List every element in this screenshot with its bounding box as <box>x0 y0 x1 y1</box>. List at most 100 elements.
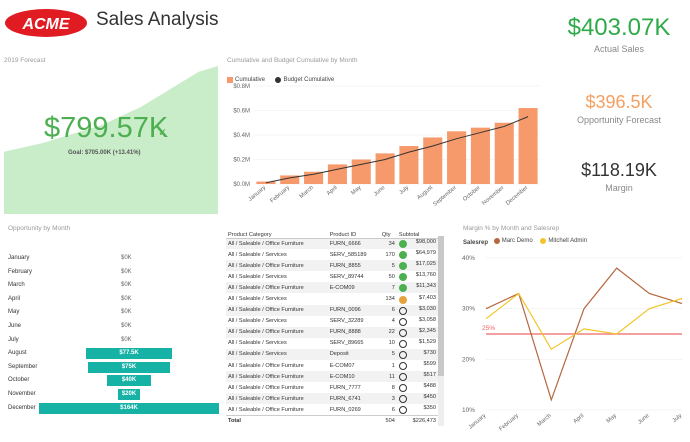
cell-category: All / Saleable / Services <box>228 340 287 347</box>
opportunity-row: February $0K <box>8 266 208 279</box>
opportunity-bar[interactable]: $20K <box>118 389 140 400</box>
status-circle-icon <box>398 328 407 337</box>
table-row[interactable]: All / Saleable / Services SERV_32289 4 $3,0… <box>226 316 438 327</box>
x-tick-label: October <box>462 185 482 203</box>
forecast-area <box>4 66 218 214</box>
y-tick-label: $0.6M <box>233 109 250 115</box>
forecast-title: 2019 Forecast <box>4 57 46 64</box>
cell-category: All / Saleable / Services <box>228 318 287 325</box>
cell-category: All / Saleable / Services <box>228 296 287 303</box>
cell-qty: 11 <box>379 371 397 383</box>
cell-product-id: E-COM07 <box>329 362 355 369</box>
legend-title: Salesrep <box>463 240 489 246</box>
status-circle-icon <box>398 295 407 304</box>
x-tick-label: June <box>373 185 386 198</box>
opportunity-bar[interactable]: $77.5K <box>86 348 172 360</box>
bar-cumulative[interactable] <box>304 171 324 184</box>
opportunity-value: $0K <box>121 282 132 289</box>
bar-cumulative[interactable] <box>375 153 395 184</box>
y-tick-label: $0.4M <box>233 133 250 139</box>
col-subtotal[interactable]: Subtotal <box>396 224 438 239</box>
bar-cumulative[interactable] <box>447 131 467 184</box>
legend-swatch <box>540 238 547 244</box>
table-row[interactable]: All / Saleable / Services SERV_89744 50 $13… <box>226 271 438 282</box>
cell-product-id: SERV_89744 <box>329 273 364 280</box>
col-qty[interactable]: Qty <box>379 224 397 239</box>
cumulative-legend: Cumulative Budget Cumulative <box>227 70 340 88</box>
cell-product-id: FURN_0269 <box>329 406 361 413</box>
opportunity-bar[interactable]: $75K <box>87 361 171 373</box>
table-row[interactable]: All / Saleable / Services SERV_89665 10 $1,… <box>226 338 438 349</box>
cell-subtotal: $64,979 <box>397 249 438 260</box>
legend-swatch <box>227 77 233 83</box>
cell-category: All / Saleable / Office Furniture <box>228 384 304 391</box>
subtotal-value: $3,030 <box>418 305 436 312</box>
x-tick-label: November <box>481 185 505 207</box>
table-scrollbar-thumb[interactable] <box>438 236 444 376</box>
cell-product-id <box>328 293 380 304</box>
cell-product-id: SERV_32289 <box>329 318 364 325</box>
status-circle-icon <box>398 284 407 293</box>
table-row[interactable]: All / Saleable / Office Furniture FURN_88… <box>226 260 438 272</box>
table-row[interactable]: All / Saleable / Office Furniture FURN_66… <box>226 238 438 250</box>
legend-swatch <box>275 77 282 83</box>
col-product-category[interactable]: Product Category <box>226 224 328 239</box>
col-product-id[interactable]: Product ID <box>327 224 380 239</box>
table-row[interactable]: All / Saleable / Office Furniture FURN_02… <box>226 404 438 415</box>
table-row[interactable]: All / Saleable / Office Furniture E-COM07… <box>226 360 438 371</box>
table-row[interactable]: All / Saleable / Office Furniture E-COM09… <box>226 282 438 294</box>
bar-cumulative[interactable] <box>423 137 443 184</box>
bar-cumulative[interactable] <box>470 127 490 184</box>
opportunity-value: $0K <box>121 255 132 261</box>
table-row[interactable]: All / Saleable / Office Furniture FURN_67… <box>226 393 438 405</box>
opportunity-row: December $164K <box>8 402 219 415</box>
opportunity-value: $0K <box>121 268 132 275</box>
x-tick-label: January <box>468 413 488 431</box>
y-tick-label: 30% <box>462 306 475 313</box>
legend-marc-demo: Marc Demo <box>493 238 533 244</box>
cell-subtotal: $98,000 <box>396 238 438 250</box>
kpi-value: $118.19K <box>581 160 657 180</box>
cell-subtotal: $517 <box>396 371 438 383</box>
cell-subtotal: $599 <box>397 360 438 371</box>
legend-cumulative: Cumulative <box>227 77 265 83</box>
table-scrollbar[interactable] <box>438 236 444 426</box>
cell-subtotal: $488 <box>397 382 438 393</box>
line-budget-cumulative <box>265 116 529 184</box>
status-circle-icon <box>398 406 407 415</box>
kpi-label: Opportunity Forecast <box>576 115 662 125</box>
cell-subtotal: $1,529 <box>397 338 438 349</box>
table-row[interactable]: All / Saleable / Office Furniture E-COM10… <box>226 371 438 383</box>
bar-cumulative[interactable] <box>280 175 300 184</box>
status-circle-icon <box>398 317 407 326</box>
opportunity-month: November <box>8 391 36 397</box>
legend-budget-cumulative: Budget Cumulative <box>275 77 334 83</box>
bar-cumulative[interactable] <box>399 146 419 184</box>
subtotal-value: $488 <box>423 383 436 390</box>
x-tick-label: July <box>672 413 684 424</box>
margin-chart: 10% 20% 30% 40% 25% January February March April… <box>462 255 684 432</box>
opportunity-bar[interactable]: $40K <box>107 375 151 387</box>
table-row[interactable]: All / Saleable / Services 134 $7,403 <box>226 293 438 304</box>
table-row[interactable]: All / Saleable / Office Furniture FURN_88… <box>226 326 438 338</box>
table-row[interactable]: All / Saleable / Office Furniture FURN_00… <box>226 304 438 316</box>
bar-cumulative[interactable] <box>494 122 514 184</box>
series-line <box>485 292 683 351</box>
kpi-margin: $118.19K Margin <box>552 160 686 193</box>
bar-cumulative[interactable] <box>327 164 347 184</box>
table-row[interactable]: All / Saleable / Services Deposit 5 $730 <box>226 348 438 361</box>
cell-subtotal: $13,760 <box>397 271 438 282</box>
cell-product-id: FURN_7777 <box>329 384 361 391</box>
table-row[interactable]: All / Saleable / Office Furniture FURN_77… <box>226 382 438 393</box>
cell-category: All / Saleable / Office Furniture <box>226 260 328 272</box>
legend-label: Mitchell Admin <box>548 238 588 244</box>
x-tick-label: May <box>606 413 618 425</box>
x-tick-label: April <box>573 413 586 425</box>
bar-cumulative[interactable] <box>518 108 538 184</box>
opportunity-bar[interactable]: $164K <box>39 402 219 414</box>
table-row[interactable]: All / Saleable / Services SERV_585189 170 $… <box>226 249 438 260</box>
opportunity-row: May $0K <box>8 306 208 319</box>
opportunity-value: $0K <box>121 336 132 343</box>
cell-subtotal: $17,025 <box>396 260 438 272</box>
cell-product-id: FURN_6666 <box>327 238 380 250</box>
